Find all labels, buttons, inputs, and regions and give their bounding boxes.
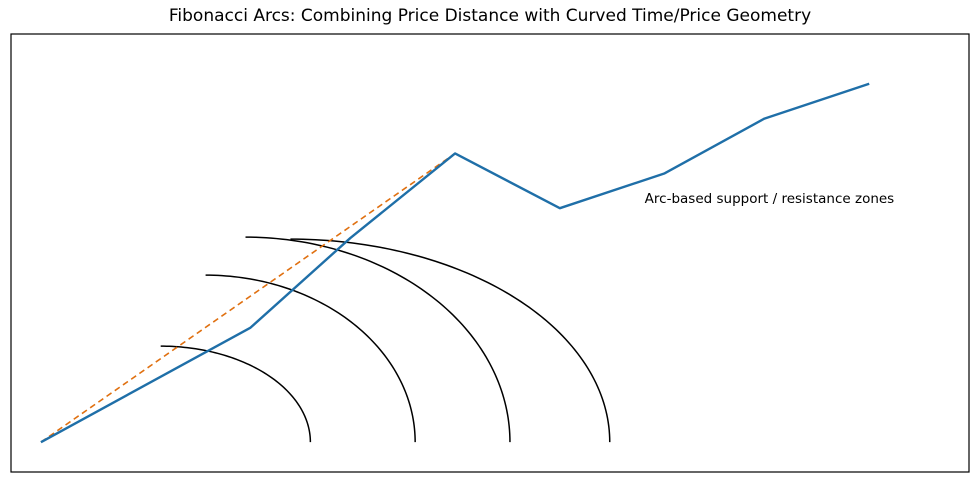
annotations-layer: Arc-based support / resistance zones: [645, 191, 895, 207]
price-series-line: [40, 82, 870, 444]
fibonacci-arcs: [160, 236, 611, 443]
fib-arc-0-618: [245, 236, 511, 443]
fib-arc-0-382: [160, 345, 312, 443]
trend-line-layer: [40, 152, 456, 443]
chart-title: Fibonacci Arcs: Combining Price Distance…: [168, 6, 812, 26]
fib-arc-0-786: [290, 238, 611, 443]
plot-frame: [10, 33, 970, 473]
trend-line: [40, 152, 456, 443]
annotation-label: Arc-based support / resistance zones: [645, 191, 895, 207]
fib-arc-0-5: [205, 274, 416, 443]
price-series-layer: [40, 82, 870, 444]
